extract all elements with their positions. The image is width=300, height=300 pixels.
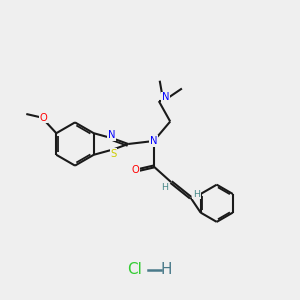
Text: H: H bbox=[162, 183, 169, 192]
Text: Cl: Cl bbox=[128, 262, 142, 278]
Text: N: N bbox=[108, 130, 116, 140]
Text: N: N bbox=[162, 92, 169, 103]
Text: S: S bbox=[110, 149, 116, 159]
Text: H: H bbox=[161, 262, 172, 278]
Text: O: O bbox=[39, 112, 47, 123]
Text: O: O bbox=[132, 165, 140, 175]
Text: N: N bbox=[150, 136, 158, 146]
Text: H: H bbox=[193, 190, 200, 199]
